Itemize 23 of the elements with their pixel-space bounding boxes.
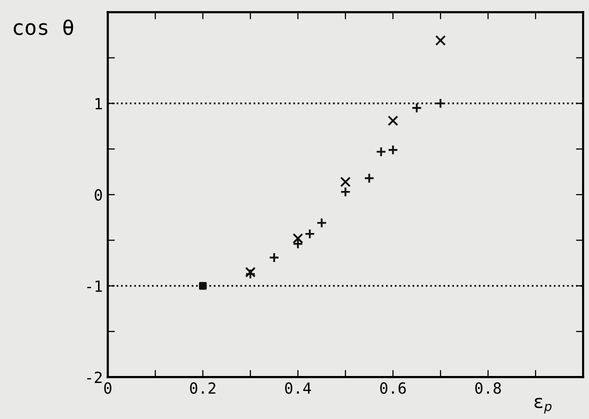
y-tick-label: 1 — [96, 98, 102, 110]
point — [316, 218, 327, 228]
y-axis-title: cos θ — [14, 20, 74, 36]
point — [340, 176, 351, 188]
point — [364, 172, 375, 184]
y-tick-label: -2 — [87, 372, 102, 383]
point — [376, 146, 386, 158]
point — [435, 35, 446, 46]
x-tick-label: 0.4 — [285, 382, 311, 394]
point — [388, 144, 398, 156]
point — [199, 282, 207, 290]
point — [340, 186, 351, 198]
point — [411, 102, 422, 114]
x-tick-label: 0.6 — [380, 382, 406, 394]
x-tick-label: 0 — [104, 382, 112, 394]
point — [388, 115, 398, 126]
x-tick-label: 0.2 — [190, 382, 216, 394]
y-tick-label: 0 — [94, 189, 102, 201]
x-axis-title: ε$_{p}$ — [534, 398, 552, 414]
point — [304, 228, 316, 240]
y-tick-label: -1 — [87, 280, 102, 292]
x-tick-label: 0.8 — [475, 382, 501, 394]
point — [268, 252, 280, 263]
